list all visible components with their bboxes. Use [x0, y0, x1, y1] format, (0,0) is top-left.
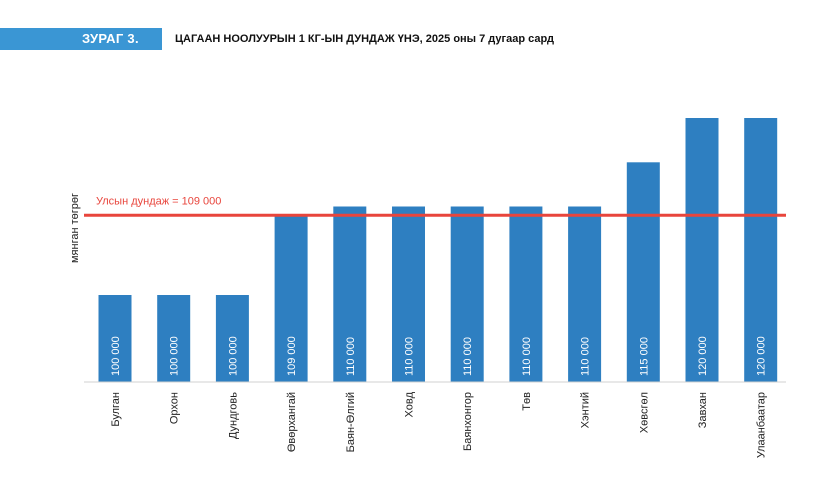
- x-tick-label-category-6: Баянхонгор: [462, 392, 474, 451]
- x-tick-label-category-4: Баян-Өлгий: [345, 392, 357, 452]
- x-tick-label-category-9: Хөвсгөл: [638, 392, 650, 433]
- data-label-category-4: 110 000: [345, 337, 357, 376]
- data-label-category-0: 100 000: [110, 336, 122, 376]
- bar-category-4: [333, 206, 367, 382]
- y-axis-label: мянган төгрөг: [69, 193, 81, 263]
- x-tick-label-category-10: Завхан: [697, 392, 709, 428]
- data-label-category-11: 120 000: [756, 336, 768, 376]
- bar-category-11: [744, 118, 778, 382]
- bar-category-1: [157, 295, 191, 382]
- national-average-label: Улсын дундаж = 109 000: [96, 195, 221, 207]
- data-label-category-8: 110 000: [580, 337, 592, 376]
- x-tick-labels: Булган Орхон Дундговь Өвөрхангай Баян-Өлгий Х…: [110, 391, 768, 458]
- figure-label: ЗУРАГ 3.: [82, 31, 139, 46]
- bar-category-0: [98, 295, 132, 382]
- data-label-category-7: 110 000: [521, 337, 533, 376]
- bar-category-5: [392, 206, 425, 382]
- data-label-category-2: 100 000: [227, 336, 239, 376]
- x-tick-label-category-0: Булган: [110, 392, 122, 427]
- bar-category-6: [450, 206, 484, 382]
- x-tick-label-category-11: Улаанбаатар: [756, 392, 768, 458]
- x-tick-label-category-8: Хэнтий: [580, 392, 592, 428]
- bar-category-7: [509, 206, 543, 382]
- x-tick-label-category-5: Ховд: [404, 391, 416, 417]
- bar-category-2: [215, 295, 249, 382]
- x-tick-label-category-7: Төв: [521, 392, 533, 411]
- data-labels: 100 000 100 000 100 000 109 000 110 000 110 0…: [110, 336, 768, 376]
- x-tick-label-category-3: Өвөрхангай: [286, 392, 298, 452]
- bars-group: [98, 118, 778, 383]
- x-tick-label-category-1: Орхон: [169, 392, 181, 424]
- bar-category-3: [274, 215, 308, 382]
- data-label-category-10: 120 000: [697, 336, 709, 376]
- data-label-category-9: 115 000: [638, 337, 650, 376]
- chart-title: ЦАГААН НООЛУУРЫН 1 КГ-ЫН ДУНДАЖ ҮНЭ, 202…: [175, 33, 554, 45]
- data-label-category-1: 100 000: [169, 336, 181, 376]
- bar-category-9: [626, 162, 660, 383]
- data-label-category-6: 110 000: [462, 337, 474, 376]
- bar-category-8: [568, 206, 602, 382]
- x-tick-label-category-2: Дундговь: [227, 392, 239, 439]
- bar-category-10: [685, 118, 719, 382]
- data-label-category-5: 110 000: [404, 337, 416, 376]
- data-label-category-3: 109 000: [286, 336, 298, 376]
- figure-label-bar: [0, 28, 162, 50]
